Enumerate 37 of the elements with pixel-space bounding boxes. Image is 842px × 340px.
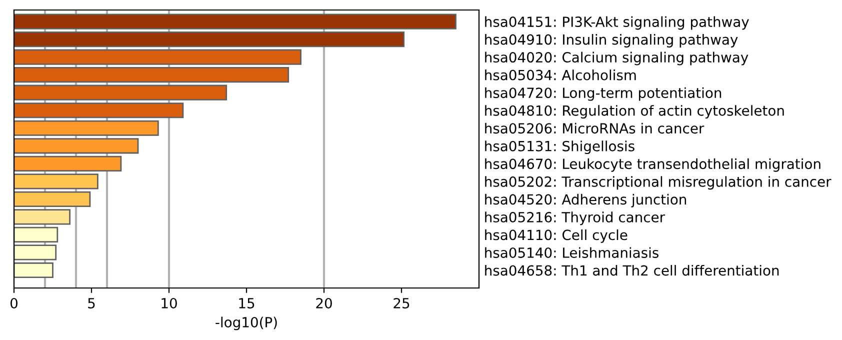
y-tick-label: hsa04520: Adherens junction [485,194,686,208]
bar [14,84,228,100]
bar [14,32,405,48]
y-tick-label: hsa05034: Alcoholism [485,70,636,80]
bar [14,226,58,243]
bar [14,209,70,225]
bar [14,174,98,190]
x-tick-label: 0 [10,298,18,308]
x-tick-label: 25 [394,298,410,308]
y-tick-label: hsa04020: Calcium signaling pathway [485,52,748,66]
bar [14,156,122,172]
y-tick-label: hsa05140: Leishmaniasis [485,247,658,258]
y-tick-label: hsa05206: MicroRNAs in cancer [485,122,704,134]
bar [14,14,456,30]
y-tick-label: hsa04151: PI3K-Akt signaling pathway [485,16,749,30]
bar [14,49,302,65]
bar [14,244,57,260]
bar [14,138,139,154]
y-tick-label: hsa04110: Cell cycle [485,229,628,243]
bar [14,102,184,118]
y-tick-label: hsa04670: Leukocyte transendothelial migration [485,158,820,172]
x-tick-label: 15 [239,298,254,308]
bar [14,191,91,207]
y-tick-label: hsa04720: Long-term potentiation [485,87,722,101]
x-tick-label: 5 [88,298,95,308]
y-tick-label: hsa05202: Transcriptional misregulation in cancer [485,176,832,190]
y-tick-label: hsa05216: Thyroid cancer [485,212,666,226]
bar [14,67,290,83]
bar [14,262,54,278]
y-tick-label: hsa04910: Insulin signaling pathway [485,34,738,48]
x-axis-title: -log10(P) [216,316,277,330]
y-tick-label: hsa04810: Regulation of actin cytoskeleton [485,105,784,119]
y-tick-label: hsa05131: Shigellosis [485,140,634,154]
x-tick-label: 20 [316,298,332,308]
y-tick-label: hsa04658: Th1 and Th2 cell differentiation [485,264,779,276]
bar [14,120,159,136]
x-tick-label: 10 [162,298,177,308]
